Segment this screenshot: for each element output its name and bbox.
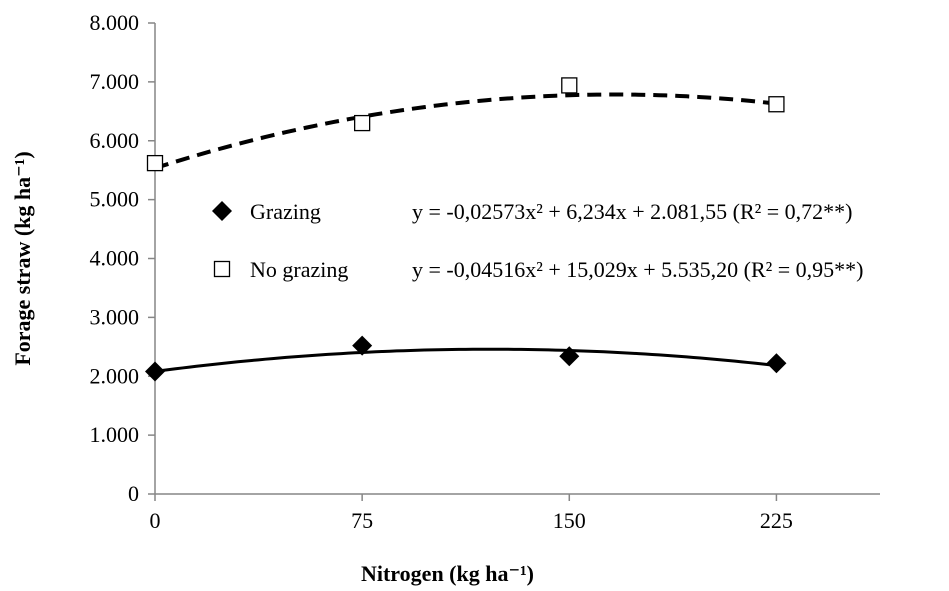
data-point-no-grazing	[353, 114, 371, 132]
legend-item-no-grazing: No grazing y = -0,04516x² + 15,029x + 5.5…	[213, 257, 863, 282]
y-tick-label: 8.000	[90, 10, 140, 35]
y-tick-label: 3.000	[90, 304, 140, 329]
y-tick-label: 7.000	[90, 69, 140, 94]
data-point-grazing	[352, 335, 373, 356]
x-tick-label: 75	[351, 508, 373, 533]
data-point-grazing	[559, 346, 580, 367]
y-ticks: 0 1.000 2.000 3.000 4.000 5.000 6.000 7.000 8.00…	[90, 10, 155, 506]
regression-equation: y = -0,02573x² + 6,234x + 2.081,55 (R² =…	[412, 199, 852, 224]
y-tick-label: 0	[128, 481, 139, 506]
data-point-no-grazing	[768, 96, 785, 113]
x-ticks: 0 75 150 225	[150, 494, 793, 533]
legend-marker-grazing	[212, 201, 232, 221]
legend-marker-no-grazing	[213, 260, 231, 278]
y-tick-label: 4.000	[90, 246, 140, 271]
y-tick-label: 6.000	[90, 128, 140, 153]
data-point-grazing	[766, 353, 787, 374]
data-point-no-grazing	[561, 77, 578, 94]
trend-line-no-grazing	[154, 92, 777, 171]
x-axis-title: Nitrogen (kg ha⁻¹)	[361, 561, 534, 586]
data-point-grazing	[145, 361, 165, 382]
legend-label: Grazing	[250, 199, 321, 224]
legend-label: No grazing	[250, 257, 348, 282]
trend-line-grazing	[154, 347, 777, 373]
legend: Grazing y = -0,02573x² + 6,234x + 2.081,5…	[212, 199, 863, 282]
y-tick-label: 1.000	[90, 422, 140, 447]
data-markers	[145, 77, 787, 382]
data-point-no-grazing	[146, 154, 164, 172]
y-tick-label: 5.000	[90, 187, 140, 212]
y-axis-title: Forage straw (kg ha⁻¹)	[10, 151, 35, 365]
trend-lines	[154, 92, 777, 373]
y-tick-label: 2.000	[90, 363, 140, 388]
x-tick-label: 150	[553, 508, 586, 533]
x-tick-label: 0	[150, 508, 161, 533]
regression-equation: y = -0,04516x² + 15,029x + 5.535,20 (R² …	[412, 257, 863, 282]
legend-item-grazing: Grazing y = -0,02573x² + 6,234x + 2.081,5…	[212, 199, 852, 224]
x-tick-label: 225	[760, 508, 793, 533]
